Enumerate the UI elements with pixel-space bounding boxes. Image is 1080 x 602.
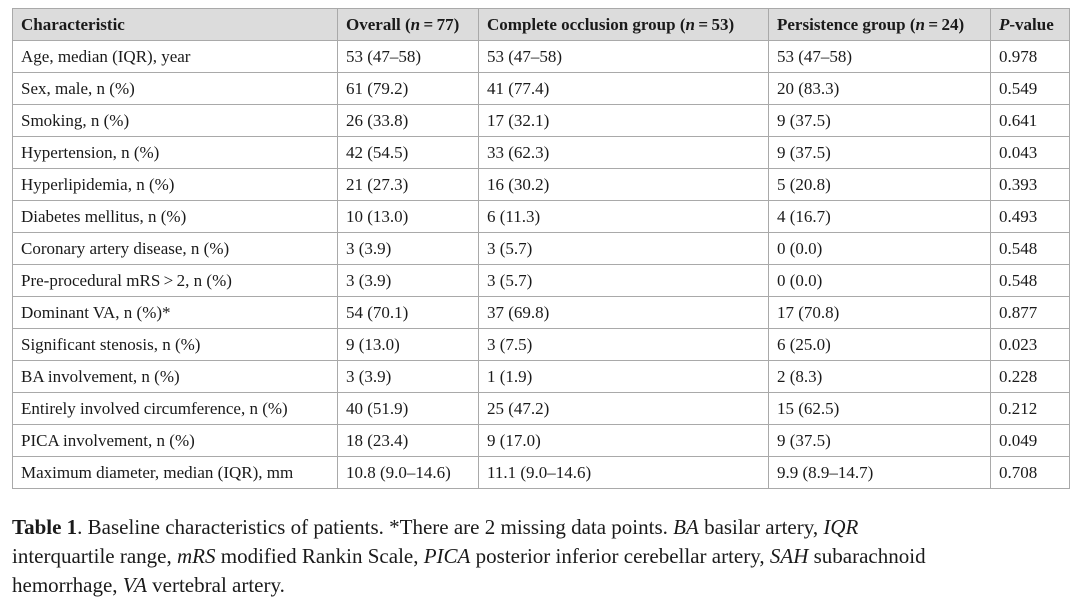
table-cell: 9 (37.5)	[768, 136, 991, 169]
table-cell: 9 (13.0)	[337, 328, 479, 361]
table-cell: 0.549	[990, 72, 1070, 105]
table-cell: 3 (3.9)	[337, 264, 479, 297]
table-cell: 10 (13.0)	[337, 200, 479, 233]
table-row: Diabetes mellitus, n (%) 10 (13.0) 6 (11.3…	[12, 200, 1070, 233]
table-cell: 3 (3.9)	[337, 360, 479, 393]
table-row: Maximum diameter, median (IQR), mm 10.8 (…	[12, 456, 1070, 489]
table-cell: 5 (20.8)	[768, 168, 991, 201]
table-cell: 0.877	[990, 296, 1070, 329]
table-cell: Maximum diameter, median (IQR), mm	[12, 456, 338, 489]
table-cell: 61 (79.2)	[337, 72, 479, 105]
table-cell: Hypertension, n (%)	[12, 136, 338, 169]
table-cell: 1 (1.9)	[478, 360, 769, 393]
caption-line-2: interquartile range, mRS modified Rankin…	[12, 544, 926, 568]
table-cell: 0.641	[990, 104, 1070, 137]
table-cell: 40 (51.9)	[337, 392, 479, 425]
table-cell: Sex, male, n (%)	[12, 72, 338, 105]
table-cell: 16 (30.2)	[478, 168, 769, 201]
header-row: Characteristic Overall (n = 77) Complete o…	[12, 8, 1070, 41]
table-cell: 0.493	[990, 200, 1070, 233]
table-cell: Age, median (IQR), year	[12, 40, 338, 73]
table-cell: 53 (47–58)	[478, 40, 769, 73]
table-row: Hypertension, n (%) 42 (54.5) 33 (62.3) 9 (…	[12, 136, 1070, 169]
table-cell: 2 (8.3)	[768, 360, 991, 393]
table-cell: 4 (16.7)	[768, 200, 991, 233]
column-header: Overall (n = 77)	[337, 8, 479, 41]
table-cell: 0.228	[990, 360, 1070, 393]
column-header: Characteristic	[12, 8, 338, 41]
table-cell: 53 (47–58)	[337, 40, 479, 73]
table-cell: 33 (62.3)	[478, 136, 769, 169]
table-cell: 6 (11.3)	[478, 200, 769, 233]
table-cell: 0.212	[990, 392, 1070, 425]
table-row: Significant stenosis, n (%) 9 (13.0) 3 (7.…	[12, 328, 1070, 361]
table-cell: 3 (3.9)	[337, 232, 479, 265]
table-cell: Coronary artery disease, n (%)	[12, 232, 338, 265]
table-cell: 54 (70.1)	[337, 296, 479, 329]
table-cell: 17 (32.1)	[478, 104, 769, 137]
table-cell: 3 (5.7)	[478, 264, 769, 297]
table-cell: Significant stenosis, n (%)	[12, 328, 338, 361]
table-row: Dominant VA, n (%)* 54 (70.1) 37 (69.8) 17 …	[12, 296, 1070, 329]
caption-label: Table 1	[12, 515, 78, 539]
table-cell: 26 (33.8)	[337, 104, 479, 137]
table-cell: Pre-procedural mRS > 2, n (%)	[12, 264, 338, 297]
table-caption: Table 1. Baseline characteristics of pat…	[12, 513, 1078, 600]
table-cell: 0.548	[990, 264, 1070, 297]
table-cell: 9.9 (8.9–14.7)	[768, 456, 991, 489]
table-cell: PICA involvement, n (%)	[12, 424, 338, 457]
column-header: P-value	[990, 8, 1070, 41]
table-cell: 17 (70.8)	[768, 296, 991, 329]
table-cell: Hyperlipidemia, n (%)	[12, 168, 338, 201]
table-cell: 0.049	[990, 424, 1070, 457]
table-cell: 0.043	[990, 136, 1070, 169]
table-cell: 53 (47–58)	[768, 40, 991, 73]
table-cell: 9 (37.5)	[768, 104, 991, 137]
table-cell: 37 (69.8)	[478, 296, 769, 329]
table-cell: 0 (0.0)	[768, 232, 991, 265]
table-cell: 9 (37.5)	[768, 424, 991, 457]
table-row: Smoking, n (%) 26 (33.8) 17 (32.1) 9 (37.5)…	[12, 104, 1070, 137]
table-cell: Entirely involved circumference, n (%)	[12, 392, 338, 425]
table-cell: 11.1 (9.0–14.6)	[478, 456, 769, 489]
table-cell: 0.393	[990, 168, 1070, 201]
table-row: Pre-procedural mRS > 2, n (%) 3 (3.9) 3 (5…	[12, 264, 1070, 297]
table-cell: 9 (17.0)	[478, 424, 769, 457]
table-row: Entirely involved circumference, n (%) 40…	[12, 392, 1070, 425]
table-cell: 15 (62.5)	[768, 392, 991, 425]
table-cell: BA involvement, n (%)	[12, 360, 338, 393]
table-cell: 42 (54.5)	[337, 136, 479, 169]
table-cell: 0.708	[990, 456, 1070, 489]
table-cell: 3 (5.7)	[478, 232, 769, 265]
table-cell: 3 (7.5)	[478, 328, 769, 361]
table-cell: 18 (23.4)	[337, 424, 479, 457]
table-cell: 21 (27.3)	[337, 168, 479, 201]
table-row: Hyperlipidemia, n (%) 21 (27.3) 16 (30.2) 5…	[12, 168, 1070, 201]
table-cell: 0 (0.0)	[768, 264, 991, 297]
caption-line-3: hemorrhage, VA vertebral artery.	[12, 573, 285, 597]
table-cell: Diabetes mellitus, n (%)	[12, 200, 338, 233]
column-header: Persistence group (n = 24)	[768, 8, 991, 41]
table-cell: 41 (77.4)	[478, 72, 769, 105]
baseline-characteristics-table: Characteristic Overall (n = 77) Complete o…	[12, 8, 1070, 489]
column-header: Complete occlusion group (n = 53)	[478, 8, 769, 41]
table-cell: 20 (83.3)	[768, 72, 991, 105]
table-row: Age, median (IQR), year 53 (47–58) 53 (47–…	[12, 40, 1070, 73]
table-cell: Dominant VA, n (%)*	[12, 296, 338, 329]
table-cell: 0.978	[990, 40, 1070, 73]
table-body: Age, median (IQR), year 53 (47–58) 53 (47–…	[12, 40, 1070, 489]
table-cell: 10.8 (9.0–14.6)	[337, 456, 479, 489]
table-cell: 0.023	[990, 328, 1070, 361]
table-header: Characteristic Overall (n = 77) Complete o…	[12, 8, 1070, 41]
table-row: Coronary artery disease, n (%) 3 (3.9) 3 (…	[12, 232, 1070, 265]
table-row: BA involvement, n (%) 3 (3.9) 1 (1.9) 2 (8.…	[12, 360, 1070, 393]
caption-line-1: Table 1. Baseline characteristics of pat…	[12, 515, 859, 539]
table-row: PICA involvement, n (%) 18 (23.4) 9 (17.0)…	[12, 424, 1070, 457]
table-row: Sex, male, n (%) 61 (79.2) 41 (77.4) 20 (83…	[12, 72, 1070, 105]
table-cell: 25 (47.2)	[478, 392, 769, 425]
table-cell: Smoking, n (%)	[12, 104, 338, 137]
table-cell: 0.548	[990, 232, 1070, 265]
table-cell: 6 (25.0)	[768, 328, 991, 361]
